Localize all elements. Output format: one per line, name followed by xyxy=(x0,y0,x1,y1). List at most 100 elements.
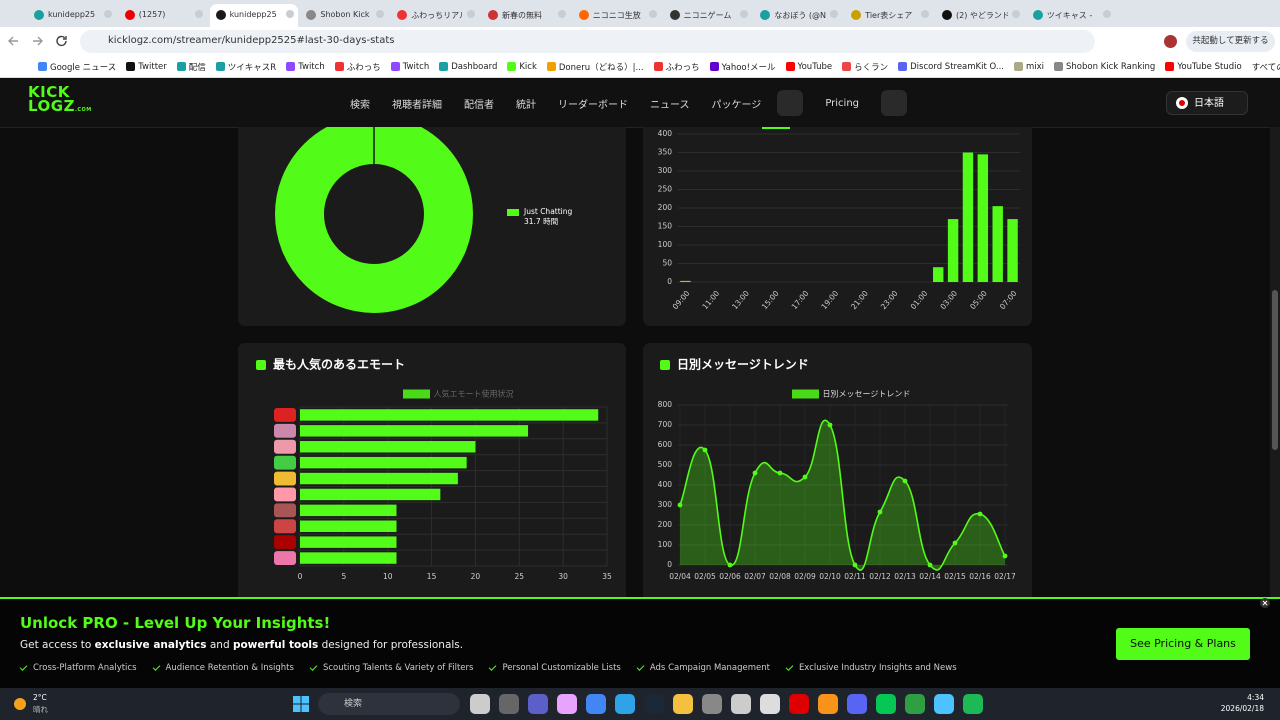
bookmark[interactable]: Yahoo!メール xyxy=(709,61,776,73)
start-button[interactable] xyxy=(293,696,309,712)
scroll-thumb[interactable] xyxy=(1272,290,1278,450)
nav-item[interactable]: 配信者 xyxy=(464,99,494,111)
taskbar-app[interactable] xyxy=(760,694,780,714)
bookmark[interactable]: ふわっち xyxy=(334,61,381,73)
tab-close[interactable] xyxy=(285,10,294,18)
pricing-menu[interactable]: Pricing xyxy=(825,97,860,109)
nav-item[interactable]: 統計 xyxy=(516,99,536,111)
tab-close[interactable] xyxy=(376,10,385,18)
bookmark[interactable]: Discord StreamKit O... xyxy=(898,62,1004,72)
profile-avatar[interactable] xyxy=(1164,35,1177,48)
bookmark[interactable]: Google ニュース xyxy=(38,61,116,73)
tab-close[interactable] xyxy=(467,10,476,18)
logo[interactable]: KICK LOGZ.COM xyxy=(28,85,92,117)
bookmark-icon xyxy=(546,62,556,71)
tab[interactable]: (1257) xyxy=(119,4,207,27)
tab-close[interactable] xyxy=(558,10,566,18)
point xyxy=(852,562,858,568)
language-select[interactable]: 日本語 xyxy=(1166,91,1248,115)
taskbar-app[interactable] xyxy=(847,694,867,714)
bar xyxy=(300,409,599,421)
bookmark[interactable]: ツイキャスR xyxy=(215,61,276,73)
legend-fragment xyxy=(762,127,790,129)
taskbar-app[interactable] xyxy=(615,694,635,714)
taskbar-app[interactable] xyxy=(528,694,548,714)
bookmark-label: YouTube xyxy=(797,61,833,72)
bookmark[interactable]: YouTube Studio xyxy=(1165,62,1242,72)
tab-close[interactable] xyxy=(1102,10,1111,18)
tab[interactable]: kunidepp25 xyxy=(28,4,116,27)
bookmark[interactable]: らくラン xyxy=(842,61,888,73)
discord-button[interactable] xyxy=(777,90,804,116)
bookmark[interactable]: mixi xyxy=(1013,62,1044,72)
taskbar-app[interactable] xyxy=(673,694,693,714)
taskbar-app[interactable] xyxy=(644,694,664,714)
taskbar-app[interactable] xyxy=(876,694,896,714)
nav-item[interactable]: パッケージ xyxy=(711,99,762,111)
nav-item[interactable]: ニュース xyxy=(650,99,690,111)
feature-label: Ads Campaign Management xyxy=(649,663,770,673)
taskbar-app[interactable] xyxy=(934,694,954,714)
tab[interactable]: Tier表シェア xyxy=(845,4,933,27)
close-button[interactable] xyxy=(1259,597,1271,609)
taskbar-app[interactable] xyxy=(789,694,809,714)
y-tick-label: 600 xyxy=(658,440,673,449)
tab[interactable]: ニコニコ生放 xyxy=(573,4,661,27)
taskbar-app[interactable] xyxy=(731,694,751,714)
tab-close[interactable] xyxy=(921,10,930,18)
bookmark[interactable]: YouTube xyxy=(785,61,833,72)
y-tick-label: 200 xyxy=(658,203,673,212)
tab[interactable]: ニコニゲーム xyxy=(664,4,752,27)
nav-item[interactable]: 視聴者詳細 xyxy=(392,99,442,111)
tab[interactable]: Shobon Kick xyxy=(300,4,388,27)
clock-date: 2026/02/18 xyxy=(1220,704,1264,713)
update-button[interactable]: 共起動して更新する xyxy=(1186,31,1275,52)
tab-close[interactable] xyxy=(194,10,203,18)
bookmark[interactable]: Twitter xyxy=(126,62,167,72)
bookmark[interactable]: Kick xyxy=(507,62,537,72)
taskbar-app[interactable] xyxy=(470,694,490,714)
tab[interactable]: なおぼう (@N xyxy=(754,4,842,27)
bar xyxy=(300,472,458,485)
bookmark[interactable]: Shobon Kick Ranking xyxy=(1054,62,1155,72)
taskbar-app[interactable] xyxy=(905,694,925,714)
bookmark[interactable]: ふわっち xyxy=(653,61,700,73)
nav-item[interactable]: リーダーボード xyxy=(558,99,628,111)
bookmark[interactable]: Doneru（どねる）|... xyxy=(546,61,644,73)
taskbar: 2°C 晴れ 検索 4:34 2026/02/18 xyxy=(0,688,1280,720)
all-bookmarks[interactable]: すべてのブックマーク xyxy=(1251,62,1280,73)
tab-close[interactable] xyxy=(104,10,112,18)
taskbar-app[interactable] xyxy=(557,694,577,714)
y-tick-label: 150 xyxy=(658,222,673,231)
tab-close[interactable] xyxy=(648,10,657,18)
tab[interactable]: ふわっちリアル xyxy=(391,4,479,27)
tab-title: kunidepp25 xyxy=(229,10,277,19)
bookmark[interactable]: Twitch xyxy=(286,62,325,72)
card xyxy=(643,343,1032,597)
taskbar-app[interactable] xyxy=(702,694,722,714)
login-button[interactable] xyxy=(881,90,908,116)
tab[interactable]: kunidepp25 xyxy=(209,4,298,27)
tab[interactable]: 新春の無料 xyxy=(482,4,570,27)
x-tick-label: 35 xyxy=(602,572,612,581)
bookmark-icon xyxy=(1165,62,1175,71)
taskbar-app[interactable] xyxy=(963,694,983,714)
bookmark[interactable]: Twitch xyxy=(390,62,429,72)
x-tick-label: 02/12 xyxy=(869,572,891,581)
bookmark[interactable]: 配信 xyxy=(176,61,206,73)
taskbar-app[interactable] xyxy=(586,694,606,714)
nav-item[interactable]: 検索 xyxy=(350,99,370,111)
taskbar-app[interactable] xyxy=(499,694,519,714)
search-box[interactable]: 検索 xyxy=(318,693,460,715)
url-box[interactable]: kicklogz.com/streamer/kunidepp2525#last-… xyxy=(80,30,1095,53)
tab-close[interactable] xyxy=(830,10,839,18)
taskbar-app[interactable] xyxy=(818,694,838,714)
bookmark[interactable]: Dashboard xyxy=(439,62,497,72)
pricing-button[interactable]: See Pricing & Plans xyxy=(1116,628,1250,660)
tab-close[interactable] xyxy=(1012,10,1020,18)
tab-close[interactable] xyxy=(739,10,748,18)
check-icon xyxy=(152,662,160,671)
tab[interactable]: (2) やどランド xyxy=(936,4,1024,27)
bar xyxy=(300,504,397,517)
tab[interactable]: ツイキャス - xyxy=(1027,4,1115,27)
